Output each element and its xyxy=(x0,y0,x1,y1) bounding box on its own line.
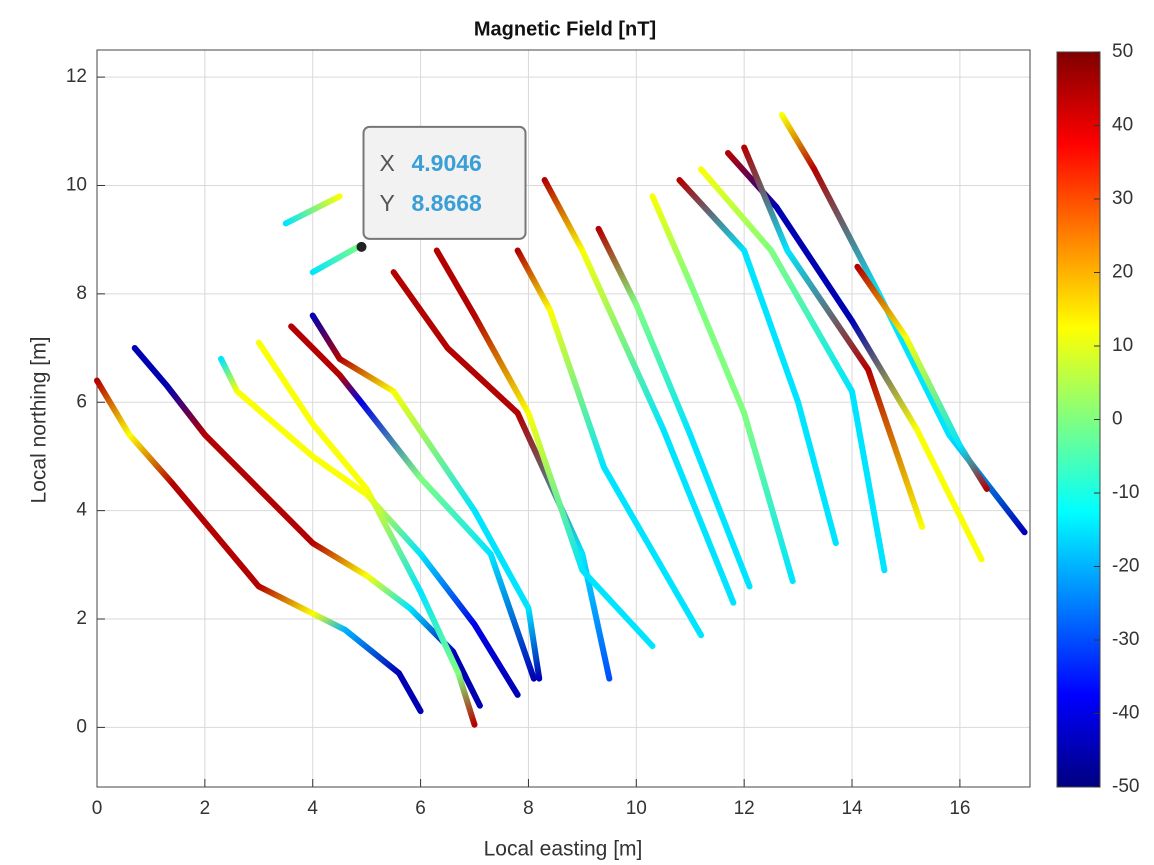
colorbar xyxy=(1056,51,1101,788)
x-tick-label: 4 xyxy=(307,798,318,819)
track xyxy=(854,263,990,492)
track xyxy=(595,225,753,590)
x-tick-label: 12 xyxy=(734,798,755,819)
track xyxy=(282,193,343,227)
y-tick-label: 10 xyxy=(66,174,87,195)
y-tick-label: 0 xyxy=(76,716,87,737)
datatip-x-label: X xyxy=(380,150,395,176)
track xyxy=(698,166,888,574)
track xyxy=(94,377,424,715)
x-tick-label: 10 xyxy=(626,798,647,819)
track xyxy=(255,339,478,728)
track xyxy=(309,242,365,276)
colorbar-tick-label: -30 xyxy=(1112,629,1139,650)
colorbar-tick-label: 10 xyxy=(1112,335,1133,356)
colorbar-tick-label: 40 xyxy=(1112,115,1133,136)
x-tick-label: 8 xyxy=(523,798,534,819)
colorbar-tick-label: -20 xyxy=(1112,556,1139,577)
y-tick-label: 2 xyxy=(76,608,87,629)
y-tick-label: 4 xyxy=(76,500,87,521)
colorbar-tick-label: 30 xyxy=(1112,188,1133,209)
datatip-box xyxy=(362,125,527,240)
track xyxy=(433,247,656,650)
y-tick-label: 8 xyxy=(76,283,87,304)
track xyxy=(390,269,613,682)
colorbar-tick-label: 50 xyxy=(1112,41,1133,62)
track xyxy=(288,323,537,682)
plot-frame xyxy=(96,49,1031,788)
x-tick-label: 16 xyxy=(949,798,970,819)
track xyxy=(309,312,543,682)
colorbar-tick-label: -40 xyxy=(1112,703,1139,724)
colorbar-tick-label: -10 xyxy=(1112,482,1139,503)
y-tick-label: 12 xyxy=(66,66,87,87)
colorbar-tick-label: -50 xyxy=(1112,776,1139,797)
chart-title: Magnetic Field [nT] xyxy=(474,18,656,40)
y-tick-label: 6 xyxy=(76,391,87,412)
track xyxy=(649,193,796,585)
x-tick-label: 6 xyxy=(415,798,426,819)
datatip-y-label: Y xyxy=(380,190,395,216)
x-tick-label: 2 xyxy=(200,798,211,819)
datatip-y-value: 8.8668 xyxy=(412,190,483,216)
datatip-x-value: 4.9046 xyxy=(412,150,482,176)
colorbar-tick-label: 0 xyxy=(1112,409,1123,430)
track xyxy=(541,177,737,606)
datatip-point xyxy=(356,241,367,252)
y-axis-label: Local northing [m] xyxy=(28,337,51,504)
track xyxy=(514,247,705,639)
colorbar-tick-label: 20 xyxy=(1112,262,1133,283)
track xyxy=(741,144,926,530)
track xyxy=(676,177,839,547)
x-tick-label: 14 xyxy=(841,798,863,819)
x-tick-label: 0 xyxy=(92,798,103,819)
x-axis-label: Local easting [m] xyxy=(484,838,643,861)
